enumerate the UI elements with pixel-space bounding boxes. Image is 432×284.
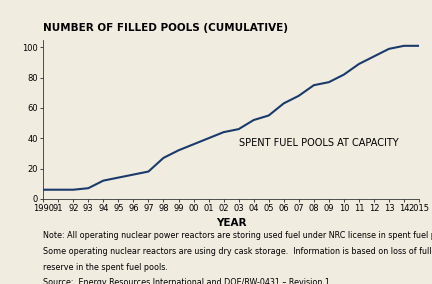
Text: Some operating nuclear reactors are using dry cask storage.  Information is base: Some operating nuclear reactors are usin… xyxy=(43,247,432,256)
Text: NUMBER OF FILLED POOLS (CUMULATIVE): NUMBER OF FILLED POOLS (CUMULATIVE) xyxy=(43,23,288,33)
X-axis label: YEAR: YEAR xyxy=(216,218,246,227)
Text: Source:  Energy Resources International and DOE/RW-0431 – Revision 1: Source: Energy Resources International a… xyxy=(43,278,330,284)
Text: SPENT FUEL POOLS AT CAPACITY: SPENT FUEL POOLS AT CAPACITY xyxy=(238,138,398,148)
Text: reserve in the spent fuel pools.: reserve in the spent fuel pools. xyxy=(43,263,168,272)
Text: Note: All operating nuclear power reactors are storing used fuel under NRC licen: Note: All operating nuclear power reacto… xyxy=(43,231,432,241)
